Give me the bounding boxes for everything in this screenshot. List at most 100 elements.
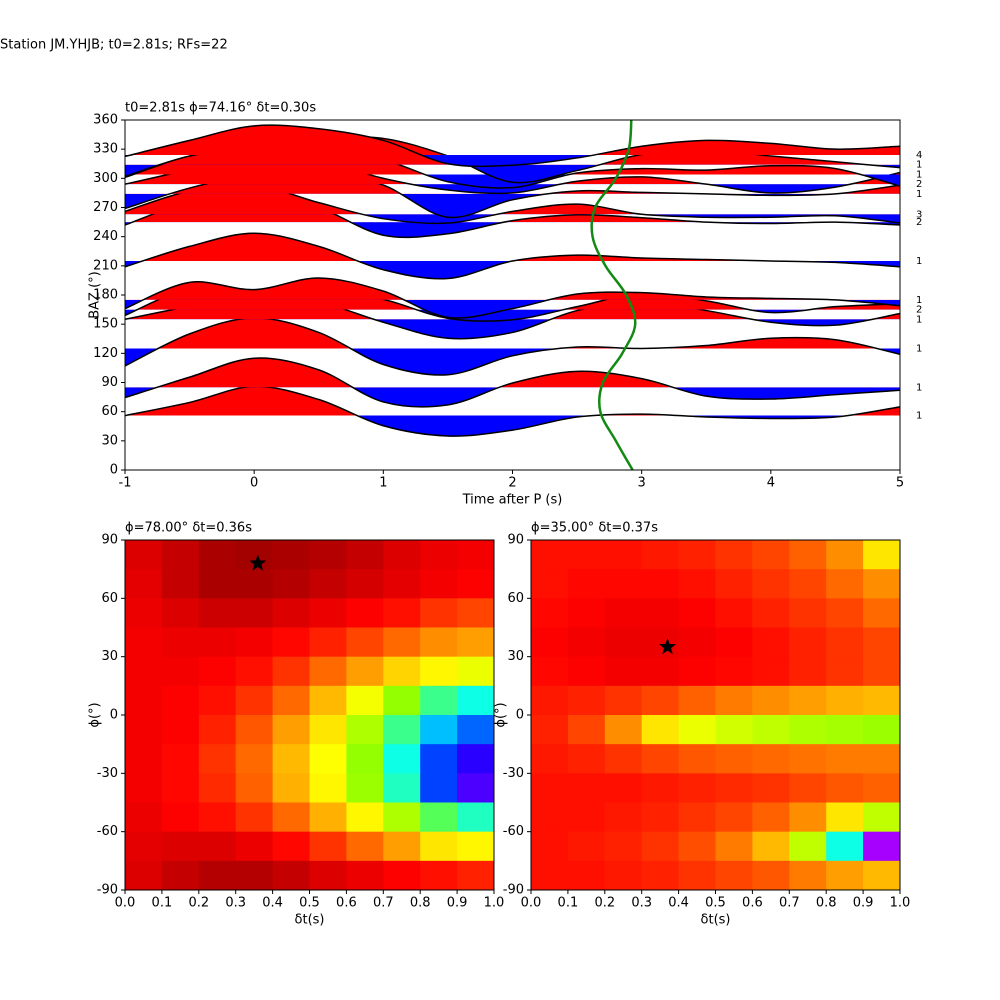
heatmap-cell — [789, 569, 827, 599]
heatmap-cell — [457, 598, 495, 628]
y-tick-label: 300 — [93, 171, 118, 186]
heatmap-cell — [161, 715, 200, 745]
x-tick-label: 0.1 — [152, 896, 173, 911]
heatmap-cell — [863, 627, 901, 658]
axes-title: ϕ=35.00° δt=0.37s — [531, 521, 658, 536]
heatmap-cell — [198, 540, 237, 570]
heatmap-cell — [272, 831, 310, 862]
heatmap-cell — [863, 656, 901, 687]
heatmap-cell — [383, 598, 421, 628]
x-tick-label: 3 — [638, 476, 646, 491]
x-tick-label: 1 — [379, 476, 387, 491]
heatmap-cell — [715, 831, 753, 862]
heatmap-cell — [789, 598, 827, 628]
heatmap-cell — [235, 656, 274, 687]
x-tick-label: 0.9 — [853, 896, 874, 911]
heatmap-cell — [863, 773, 901, 803]
y-tick-label: -90 — [503, 883, 524, 898]
heatmap-cell — [567, 744, 606, 774]
heatmap-cell — [752, 627, 790, 658]
heatmap-cell — [752, 773, 790, 803]
y-tick-label: -30 — [503, 766, 524, 781]
heatmap-cell — [715, 569, 753, 599]
trace-count: 1 — [916, 343, 922, 354]
heatmap-cell — [567, 569, 606, 599]
x-tick-label: 0.9 — [447, 896, 468, 911]
y-axis-label: BAZ (°) — [88, 271, 103, 319]
heatmap-cell — [125, 656, 163, 687]
heatmap-cell — [383, 831, 421, 862]
y-tick-label: 0 — [516, 708, 524, 723]
x-tick-label: 0.8 — [410, 896, 431, 911]
heatmap-cell — [198, 685, 237, 716]
heatmap-cell — [863, 744, 901, 774]
x-axis-label: Time after P (s) — [462, 493, 563, 508]
heatmap-cell — [678, 569, 716, 599]
heatmap-cell — [346, 598, 384, 628]
heatmap-cell — [125, 598, 163, 628]
y-tick-label: 0 — [110, 463, 118, 478]
heatmap-cell — [752, 802, 790, 833]
heatmap-cell — [641, 802, 680, 833]
heatmap-cell — [125, 831, 163, 862]
heatmap-cell — [420, 569, 458, 599]
heatmap-cell — [789, 831, 827, 862]
heatmap-cell — [863, 860, 901, 891]
heatmap-cell — [272, 744, 310, 774]
heatmap-cell — [531, 627, 569, 658]
positive-fill — [125, 358, 900, 388]
trace-count: 3 — [916, 209, 922, 220]
heatmap-cell — [309, 773, 347, 803]
negative-fill — [125, 348, 900, 375]
heatmap-cell — [420, 656, 458, 687]
heatmap-cell — [567, 802, 606, 833]
heatmap-cell — [752, 685, 790, 716]
heatmap-cell — [567, 860, 606, 891]
heatmap-cell — [420, 802, 458, 833]
heatmap-cell — [567, 773, 606, 803]
heatmap-cell — [641, 860, 680, 891]
y-tick-label: -90 — [97, 883, 118, 898]
x-tick-label: 0.3 — [225, 896, 246, 911]
heatmap-cell — [272, 598, 310, 628]
x-tick-label: 0 — [250, 476, 258, 491]
heatmap-cell — [863, 569, 901, 599]
heatmap-cell — [420, 540, 458, 570]
y-tick-label: 150 — [93, 317, 118, 332]
heatmap-cell — [161, 802, 200, 833]
heatmap-cell — [604, 685, 643, 716]
heatmap-cell — [678, 540, 716, 570]
heatmap-cell — [161, 627, 200, 658]
heatmap-cell — [678, 860, 716, 891]
heatmap-cell — [161, 860, 200, 891]
heatmap-cell — [531, 540, 569, 570]
x-tick-label: 0.2 — [594, 896, 615, 911]
y-axis-label: ϕ(°) — [494, 702, 509, 727]
heatmap-cell — [309, 656, 347, 687]
y-tick-label: 30 — [101, 649, 118, 664]
trace-count: 1 — [916, 314, 922, 325]
heatmap-cell — [383, 744, 421, 774]
heatmap-cell — [531, 598, 569, 628]
heatmap-cell — [125, 627, 163, 658]
heatmap-cell — [604, 627, 643, 658]
heatmap-cell — [531, 860, 569, 891]
heatmap-cell — [309, 860, 347, 891]
positive-fill — [125, 317, 900, 349]
heatmap-cell — [752, 860, 790, 891]
heatmap-cell — [346, 627, 384, 658]
x-tick-label: 1.0 — [890, 896, 911, 911]
heatmap-cell — [346, 540, 384, 570]
heatmap-cell — [383, 656, 421, 687]
heatmap-cell — [826, 627, 864, 658]
heatmap-cell — [125, 773, 163, 803]
heatmap-cell — [457, 744, 495, 774]
y-tick-label: 330 — [93, 142, 118, 157]
heatmap-axes: 0.0 0.1 0.2 0.3 0.4 0.5 0.6 0.7 0.8 0.9 1.0 -90 -60 -… — [494, 521, 911, 928]
plot-area — [125, 120, 900, 470]
best-marker — [658, 637, 677, 655]
heatmap-cell — [457, 860, 495, 891]
heatmap-cell — [457, 802, 495, 833]
heatmap-cell — [309, 540, 347, 570]
heatmap-cell — [383, 627, 421, 658]
